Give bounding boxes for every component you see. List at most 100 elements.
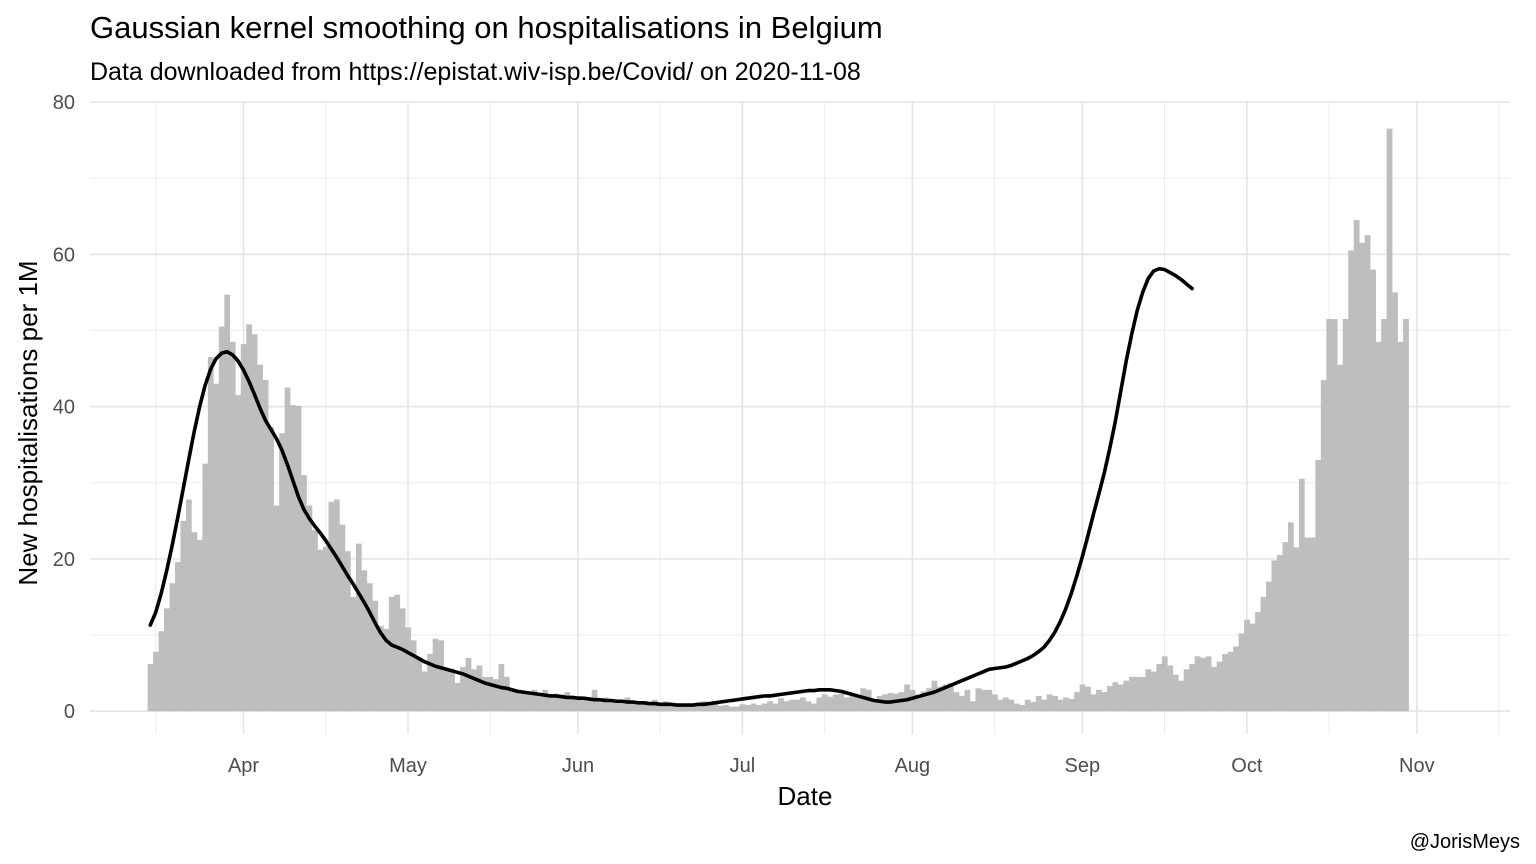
bar: [1238, 633, 1245, 712]
bar: [739, 704, 746, 712]
bar: [1222, 654, 1228, 712]
bar: [427, 654, 433, 712]
bar: [1315, 459, 1322, 712]
bar: [251, 334, 258, 712]
bar: [756, 705, 762, 712]
bar: [1139, 676, 1146, 712]
bar: [1178, 680, 1185, 712]
bar: [1172, 674, 1179, 712]
bar: [586, 698, 592, 712]
bar: [964, 689, 971, 712]
bar: [1342, 319, 1349, 712]
bar: [723, 705, 730, 712]
bar: [558, 694, 565, 712]
bar: [608, 702, 614, 712]
bar: [1386, 128, 1393, 712]
chart-title: Gaussian kernel smoothing on hospitalisa…: [90, 10, 883, 45]
bar: [1079, 684, 1086, 712]
bar: [1331, 319, 1338, 712]
bar: [630, 702, 636, 712]
bar: [333, 499, 340, 712]
x-tick-label: May: [389, 755, 427, 777]
bar: [1030, 702, 1037, 712]
caption: @JorisMeys: [1409, 831, 1520, 853]
bar: [1397, 341, 1404, 712]
bar: [580, 699, 587, 712]
bar: [514, 689, 521, 712]
bar: [986, 689, 993, 712]
bar: [1074, 692, 1080, 712]
bar: [969, 701, 976, 712]
bar: [1353, 220, 1360, 712]
bar: [1068, 698, 1075, 712]
bar: [344, 551, 351, 712]
bar: [1052, 695, 1058, 712]
bar: [323, 546, 329, 712]
bar: [487, 676, 494, 712]
bar: [958, 695, 965, 712]
bar: [1276, 555, 1283, 712]
bar: [1046, 694, 1053, 712]
bar: [312, 529, 318, 712]
bar: [306, 505, 313, 712]
bar: [920, 691, 927, 712]
bar: [1085, 686, 1091, 712]
bar: [164, 608, 170, 712]
bar: [1123, 680, 1130, 712]
bar: [471, 669, 477, 712]
bar: [317, 549, 324, 712]
bar: [328, 501, 335, 712]
bar: [350, 596, 357, 712]
bar: [1348, 250, 1355, 712]
bar: [750, 703, 757, 712]
x-tick-label: Sep: [1065, 755, 1101, 777]
bar: [421, 671, 428, 712]
bar: [1117, 684, 1124, 712]
bar: [366, 583, 373, 712]
bar: [690, 705, 697, 712]
bar: [997, 699, 1004, 712]
x-tick-label: Aug: [895, 755, 931, 777]
x-tick-label: Jun: [562, 755, 594, 777]
bar: [410, 640, 417, 712]
bar: [1227, 651, 1234, 712]
bar: [1024, 699, 1031, 712]
bar: [383, 628, 390, 712]
y-tick-label: 60: [53, 244, 75, 266]
bar: [975, 688, 982, 712]
bar: [355, 543, 362, 712]
bar: [1260, 596, 1267, 712]
bar: [1019, 705, 1026, 712]
bar: [1282, 542, 1289, 712]
bar: [542, 689, 549, 712]
bar: [361, 570, 368, 712]
x-tick-label: Apr: [228, 755, 259, 777]
bar: [1156, 663, 1163, 712]
bar: [942, 684, 949, 712]
bar: [399, 608, 406, 712]
bar: [180, 520, 187, 712]
bar: [492, 679, 499, 712]
bar: [454, 682, 461, 712]
bar: [1309, 537, 1316, 712]
bar: [794, 699, 801, 712]
bar: [1013, 703, 1020, 712]
bar: [800, 697, 806, 712]
bar: [1271, 560, 1278, 712]
bar: [1189, 663, 1196, 712]
bar: [832, 694, 839, 712]
bar: [465, 657, 472, 712]
bar: [1298, 478, 1305, 712]
bar: [1211, 666, 1217, 712]
bar: [1320, 379, 1327, 712]
bar: [503, 676, 510, 712]
bar: [229, 341, 236, 712]
bar: [564, 692, 571, 712]
bar: [695, 704, 702, 712]
bar: [1375, 341, 1382, 712]
bar: [734, 706, 740, 712]
bar: [712, 703, 719, 712]
bar: [728, 706, 735, 712]
bar: [153, 651, 159, 712]
bar: [1002, 697, 1009, 712]
